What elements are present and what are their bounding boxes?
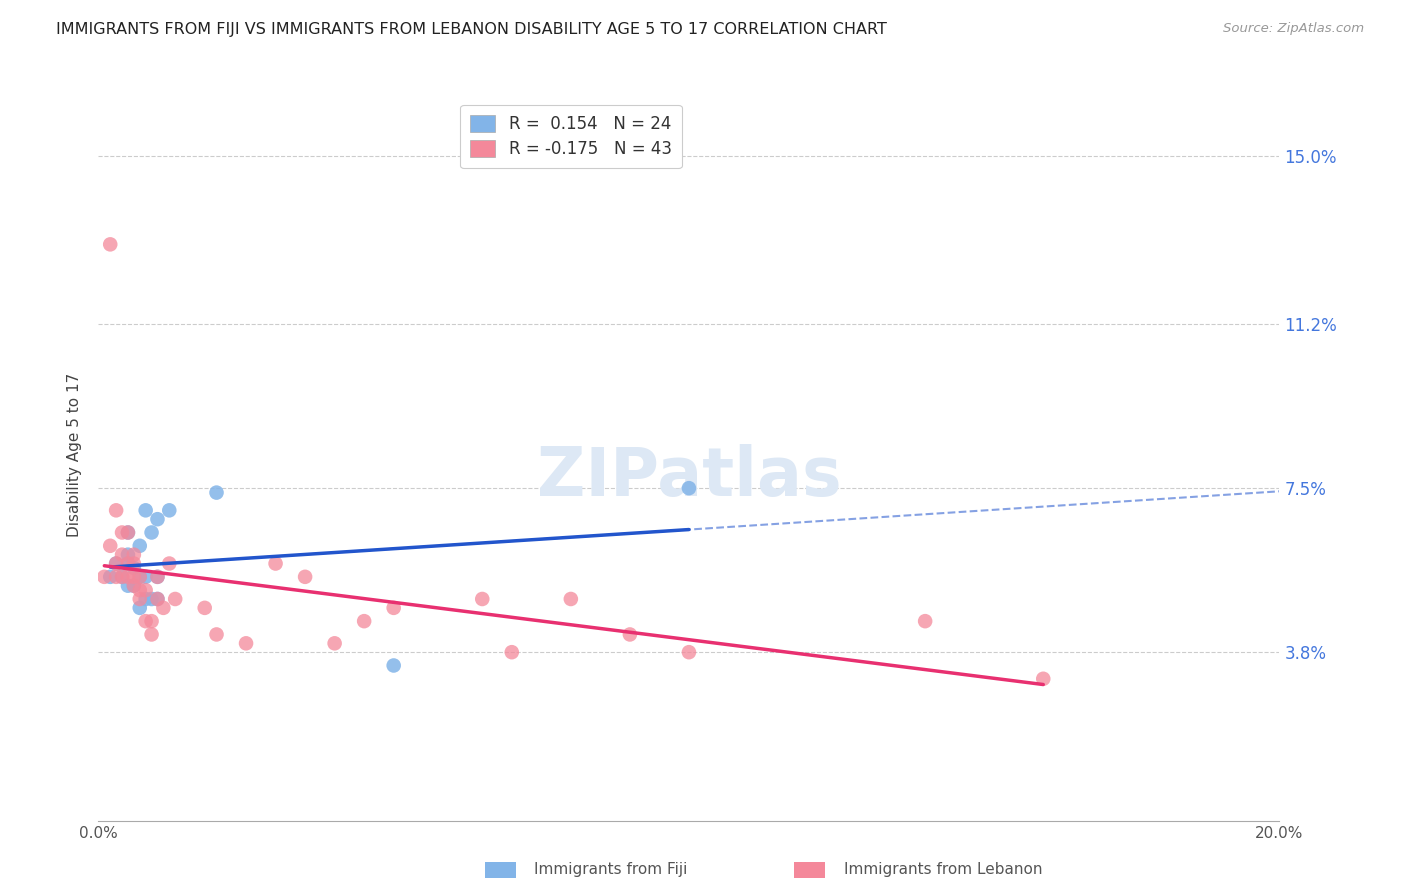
Point bbox=[141, 614, 163, 628]
Point bbox=[157, 557, 180, 571]
Point bbox=[122, 579, 145, 593]
Point bbox=[678, 645, 700, 659]
Point bbox=[122, 579, 145, 593]
Point bbox=[382, 658, 405, 673]
Point bbox=[294, 570, 316, 584]
Point bbox=[141, 627, 163, 641]
Point bbox=[128, 592, 150, 607]
Point bbox=[98, 539, 121, 553]
Point bbox=[146, 592, 169, 607]
Point bbox=[135, 592, 157, 607]
Point bbox=[135, 570, 157, 584]
Point bbox=[111, 525, 134, 540]
Point bbox=[135, 503, 157, 517]
Point bbox=[382, 600, 405, 615]
Text: Immigrants from Lebanon: Immigrants from Lebanon bbox=[844, 863, 1042, 877]
Point bbox=[619, 627, 641, 641]
Point bbox=[471, 592, 494, 607]
Point bbox=[194, 600, 217, 615]
Point bbox=[914, 614, 936, 628]
Point bbox=[122, 561, 145, 575]
Point bbox=[678, 481, 700, 495]
Point bbox=[264, 557, 287, 571]
Point bbox=[105, 503, 128, 517]
Point bbox=[128, 600, 150, 615]
Point bbox=[128, 570, 150, 584]
Legend: R =  0.154   N = 24, R = -0.175   N = 43: R = 0.154 N = 24, R = -0.175 N = 43 bbox=[460, 105, 682, 168]
Point bbox=[353, 614, 375, 628]
Point bbox=[122, 548, 145, 562]
Text: Source: ZipAtlas.com: Source: ZipAtlas.com bbox=[1223, 22, 1364, 36]
Point bbox=[111, 548, 134, 562]
Point bbox=[105, 557, 128, 571]
Point bbox=[105, 570, 128, 584]
Point bbox=[146, 512, 169, 526]
Point bbox=[205, 627, 228, 641]
Point bbox=[146, 592, 169, 607]
Point bbox=[235, 636, 257, 650]
Point bbox=[323, 636, 346, 650]
Point bbox=[122, 570, 145, 584]
Point bbox=[111, 570, 134, 584]
Point bbox=[560, 592, 582, 607]
Point bbox=[98, 237, 121, 252]
Point bbox=[152, 600, 174, 615]
Point bbox=[141, 525, 163, 540]
Point bbox=[501, 645, 523, 659]
Point bbox=[117, 525, 139, 540]
Point bbox=[135, 583, 157, 598]
Point bbox=[122, 557, 145, 571]
Point bbox=[117, 557, 139, 571]
Point bbox=[146, 570, 169, 584]
Point bbox=[157, 503, 180, 517]
Point bbox=[205, 485, 228, 500]
Point bbox=[146, 570, 169, 584]
Point bbox=[111, 570, 134, 584]
Point bbox=[141, 592, 163, 607]
Text: Immigrants from Fiji: Immigrants from Fiji bbox=[534, 863, 688, 877]
Point bbox=[165, 592, 187, 607]
Point bbox=[1032, 672, 1054, 686]
Text: IMMIGRANTS FROM FIJI VS IMMIGRANTS FROM LEBANON DISABILITY AGE 5 TO 17 CORRELATI: IMMIGRANTS FROM FIJI VS IMMIGRANTS FROM … bbox=[56, 22, 887, 37]
Point bbox=[117, 557, 139, 571]
Point bbox=[93, 570, 115, 584]
Point bbox=[128, 539, 150, 553]
Point bbox=[117, 548, 139, 562]
Text: ZIPatlas: ZIPatlas bbox=[537, 444, 841, 510]
Point bbox=[135, 614, 157, 628]
Point bbox=[117, 570, 139, 584]
Y-axis label: Disability Age 5 to 17: Disability Age 5 to 17 bbox=[67, 373, 83, 537]
Point bbox=[105, 557, 128, 571]
Point bbox=[128, 583, 150, 598]
Point bbox=[98, 570, 121, 584]
Point bbox=[117, 525, 139, 540]
Point bbox=[128, 570, 150, 584]
Point bbox=[117, 579, 139, 593]
